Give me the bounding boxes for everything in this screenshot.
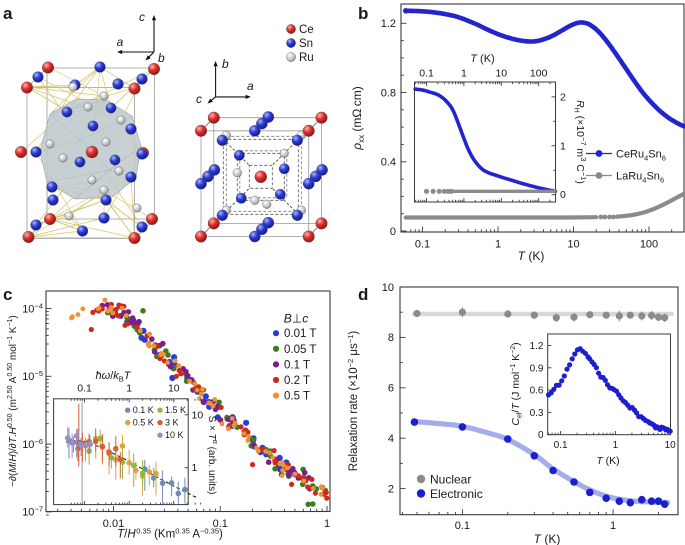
svg-text:c: c — [139, 10, 145, 24]
svg-text:10: 10 — [382, 282, 394, 294]
svg-text:10: 10 — [192, 409, 204, 421]
svg-text:0.01: 0.01 — [103, 518, 124, 530]
svg-text:Sn: Sn — [299, 38, 313, 50]
svg-text:2: 2 — [388, 483, 394, 495]
svg-text:0.1: 0.1 — [455, 520, 470, 532]
svg-text:Ce: Ce — [299, 24, 314, 36]
svg-text:Cel​/T (J mol−1​ K−2​): Cel​/T (J mol−1​ K−2​) — [510, 342, 524, 425]
svg-text:0.3: 0.3 — [530, 408, 544, 419]
svg-text:0.01 T: 0.01 T — [284, 328, 316, 340]
svg-text:0: 0 — [560, 189, 566, 201]
svg-text:100: 100 — [640, 239, 658, 251]
svg-text:8: 8 — [388, 332, 394, 344]
svg-text:0.05 T: 0.05 T — [284, 344, 316, 356]
svg-text:d: d — [358, 285, 368, 304]
svg-text:T (K): T (K) — [470, 53, 494, 65]
svg-text:10: 10 — [495, 68, 507, 80]
svg-text:100: 100 — [530, 68, 548, 80]
svg-text:1.2: 1.2 — [530, 341, 544, 352]
svg-text:0.1 T: 0.1 T — [284, 359, 310, 371]
svg-text:0.1 K: 0.1 K — [133, 405, 154, 415]
svg-text:1: 1 — [192, 462, 198, 474]
svg-text:1: 1 — [495, 239, 501, 251]
svg-text:T (K): T (K) — [534, 532, 561, 545]
svg-text:1: 1 — [461, 68, 467, 80]
svg-text:1: 1 — [613, 440, 619, 451]
svg-text:b: b — [358, 4, 368, 23]
svg-text:LaRu4​Sn6​: LaRu4​Sn6​ — [616, 171, 664, 185]
svg-text:0.6: 0.6 — [530, 386, 544, 397]
svg-text:0.8: 0.8 — [381, 87, 396, 99]
svg-text:a: a — [117, 35, 124, 49]
svg-text:c: c — [196, 92, 202, 106]
svg-text:Nuclear: Nuclear — [430, 473, 471, 487]
svg-text:ρxx​ (mΩ cm): ρxx​ (mΩ cm) — [350, 86, 366, 151]
svg-text:b: b — [222, 57, 229, 71]
svg-text:0: 0 — [538, 430, 544, 441]
svg-text:0.5 K: 0.5 K — [133, 418, 154, 428]
svg-text:0.1: 0.1 — [419, 68, 434, 80]
svg-text:a: a — [247, 79, 254, 93]
svg-text:10: 10 — [567, 239, 579, 251]
svg-text:Ru: Ru — [299, 52, 314, 64]
svg-text:0.1: 0.1 — [554, 440, 568, 451]
svg-text:0.5 T: 0.5 T — [284, 391, 310, 403]
svg-text:T (K): T (K) — [518, 249, 545, 263]
svg-text:2: 2 — [560, 91, 566, 103]
svg-text:a: a — [3, 4, 13, 23]
svg-text:1: 1 — [610, 520, 616, 532]
svg-text:1.2: 1.2 — [381, 18, 396, 30]
svg-text:0.9: 0.9 — [530, 363, 544, 374]
svg-text:1.5 K: 1.5 K — [165, 405, 186, 415]
svg-text:0.4: 0.4 — [381, 157, 396, 169]
svg-text:4: 4 — [388, 433, 394, 445]
svg-text:−∂(M/H)/∂T.H0.50​ (m2.50​ A0.5: −∂(M/H)/∂T.H0.50​ (m2.50​ A0.50​ mol−1​ … — [7, 315, 19, 487]
svg-text:10: 10 — [168, 383, 180, 395]
svg-text:1: 1 — [126, 383, 132, 395]
svg-text:ħω/kB​T: ħω/kB​T — [96, 370, 132, 384]
svg-text:0.1: 0.1 — [415, 239, 430, 251]
svg-text:b: b — [158, 51, 165, 65]
svg-text:3 K: 3 K — [165, 418, 179, 428]
svg-text:0.1: 0.1 — [77, 383, 92, 395]
svg-text:Electronic: Electronic — [430, 487, 483, 501]
svg-text:0.1: 0.1 — [213, 518, 228, 530]
svg-text:10: 10 — [665, 440, 677, 451]
svg-text:6: 6 — [388, 383, 394, 395]
svg-text:1: 1 — [324, 518, 330, 530]
svg-text:1: 1 — [560, 140, 566, 152]
svg-text:CeRu4​Sn6​: CeRu4​Sn6​ — [616, 149, 666, 163]
svg-text:RH​ (×10−7​ m3​ C−1​): RH​ (×10−7​ m3​ C−1​) — [573, 100, 589, 184]
svg-text:0.2 T: 0.2 T — [284, 375, 310, 387]
svg-text:T (K): T (K) — [596, 455, 619, 467]
svg-text:10 K: 10 K — [165, 430, 184, 440]
svg-text:c: c — [3, 285, 12, 304]
svg-text:S × Tα​ (arb. units): S × Tα​ (arb. units) — [206, 416, 218, 495]
svg-text:Relaxation rate (×10−2​ μs−1​): Relaxation rate (×10−2​ μs−1​) — [346, 331, 360, 472]
svg-text:B⊥c: B⊥c — [284, 312, 308, 326]
svg-text:0: 0 — [390, 226, 396, 238]
